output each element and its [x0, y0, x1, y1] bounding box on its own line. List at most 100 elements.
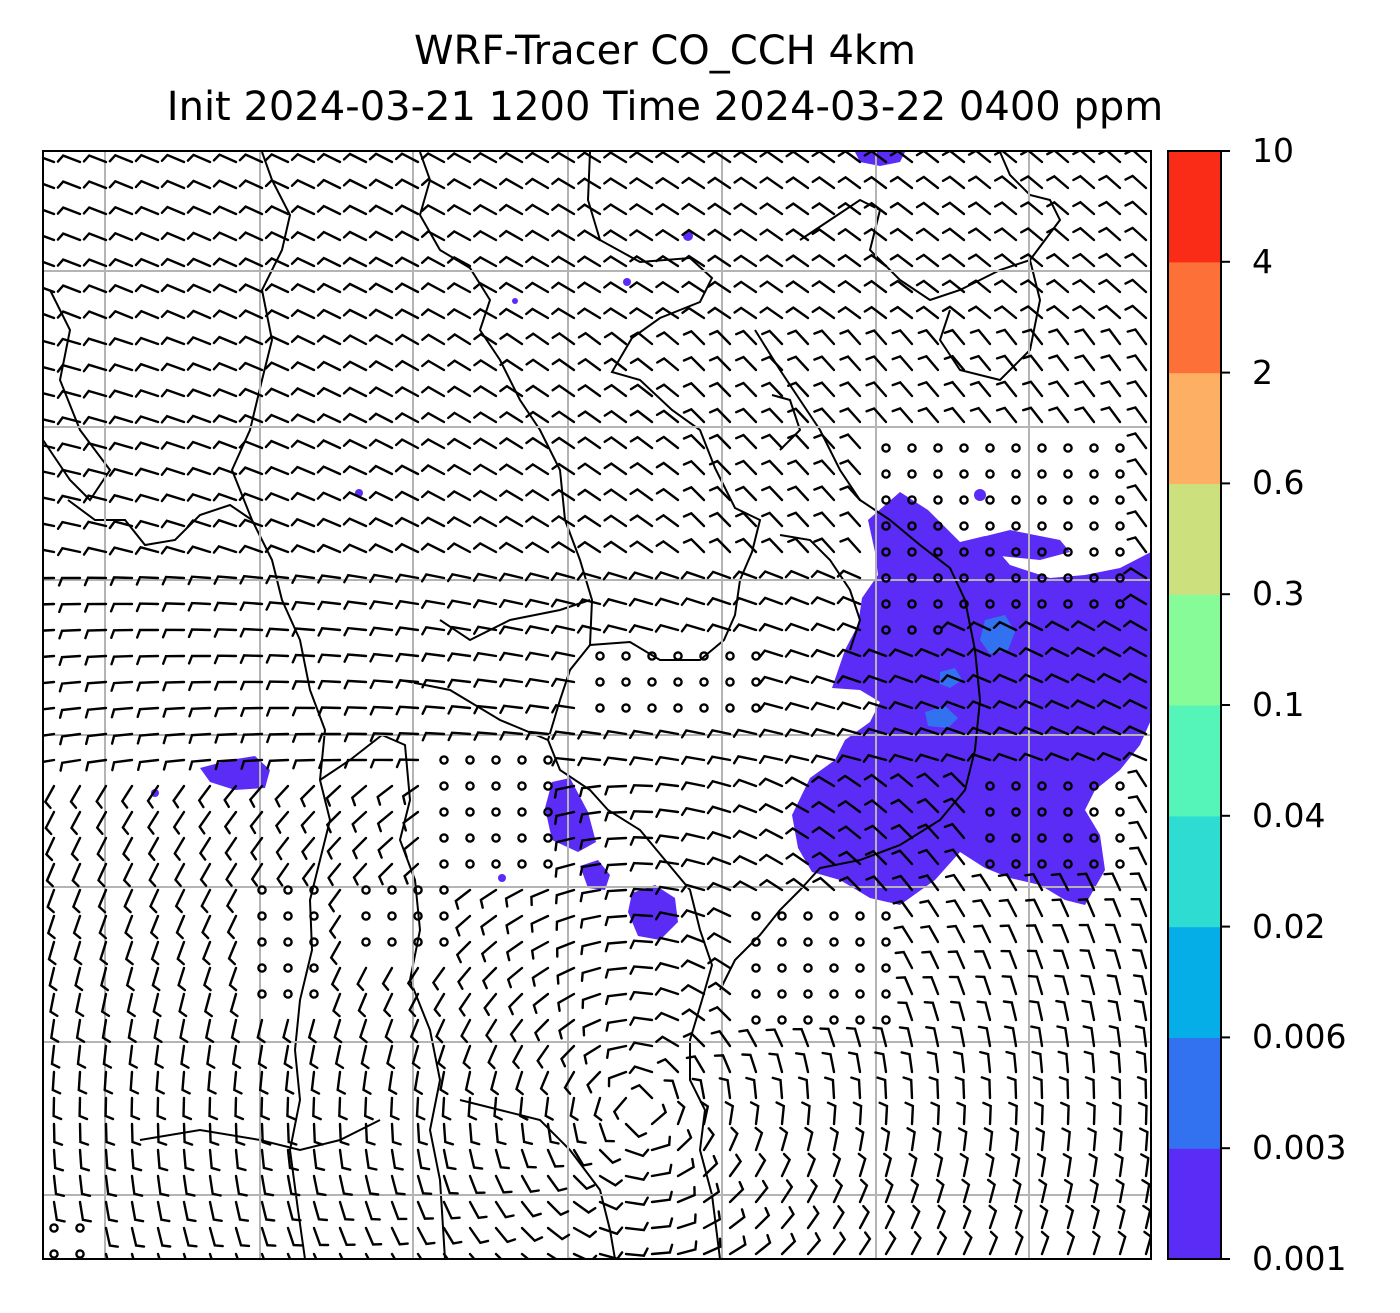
wind-barb	[56, 310, 82, 320]
wind-barb	[286, 1122, 298, 1146]
wind-barb	[82, 494, 108, 504]
wind-barb	[1105, 948, 1122, 970]
wind-barb	[264, 178, 290, 190]
wind-barb	[238, 231, 264, 242]
wind-barb	[839, 381, 862, 398]
wind-barb	[936, 1204, 947, 1230]
calm-wind-marker	[491, 807, 501, 817]
wind-barb	[395, 652, 420, 663]
wind-barb	[1044, 620, 1070, 632]
wind-barb	[836, 727, 862, 737]
calm-wind-marker	[699, 651, 709, 661]
wind-barb	[706, 932, 732, 944]
wind-barb	[342, 464, 368, 476]
wind-barb	[342, 152, 368, 164]
wind-barb	[390, 1148, 404, 1171]
calm-wind-marker	[881, 963, 891, 973]
wind-barb	[1100, 354, 1122, 372]
wind-barb	[162, 758, 186, 771]
wind-barb	[266, 706, 290, 717]
wind-barb	[837, 825, 862, 840]
wind-barb	[655, 808, 680, 818]
wind-barb	[82, 468, 108, 478]
wind-barb	[975, 975, 992, 996]
wind-barb	[878, 1101, 889, 1126]
wind-barb	[629, 409, 654, 424]
wind-barb	[761, 433, 784, 450]
wind-barb	[499, 255, 524, 268]
wind-barb	[780, 1179, 794, 1204]
wind-barb	[421, 731, 446, 742]
wind-barb	[732, 804, 758, 814]
wind-barb	[813, 537, 836, 554]
wind-barb	[706, 906, 732, 918]
wind-barb	[940, 700, 966, 710]
wind-barb	[832, 1152, 842, 1178]
wind-barb	[579, 914, 602, 929]
wind-barb	[680, 570, 706, 580]
calm-wind-marker	[907, 521, 917, 531]
calm-wind-marker	[517, 833, 527, 843]
wind-barb	[603, 151, 628, 164]
wind-barb	[577, 756, 602, 767]
wind-barb	[954, 1076, 966, 1100]
wind-barb	[650, 1243, 674, 1256]
wind-barb	[213, 628, 238, 638]
wind-barb	[312, 1148, 326, 1171]
wind-barb	[967, 279, 992, 294]
wind-barb	[994, 151, 1018, 164]
wind-barb	[1080, 974, 1096, 996]
wind-barb	[198, 810, 212, 835]
wind-barb	[702, 1210, 722, 1230]
wind-barb	[735, 355, 758, 372]
wind-barb	[52, 1148, 65, 1172]
wind-barb	[1122, 725, 1148, 736]
wind-barb	[108, 520, 134, 530]
wind-barb	[101, 1018, 112, 1043]
wind-barb	[108, 546, 134, 556]
wind-barb	[1048, 354, 1070, 372]
wind-barb	[509, 1018, 524, 1043]
wind-barb	[914, 647, 940, 658]
wind-barb	[629, 228, 654, 242]
wind-barb	[77, 1070, 88, 1095]
wind-barb	[1025, 898, 1044, 918]
wind-barb	[603, 281, 628, 294]
wind-barb	[655, 383, 680, 398]
wind-barb	[1077, 898, 1096, 918]
wind-barb	[847, 1051, 862, 1074]
wind-barb	[525, 358, 550, 372]
wind-barb	[1013, 1204, 1023, 1230]
wind-barb	[1096, 698, 1122, 710]
wind-barb	[78, 1096, 89, 1121]
calm-wind-marker	[1011, 573, 1021, 583]
wind-barb	[174, 888, 186, 914]
wind-barb	[551, 331, 576, 346]
calm-wind-marker	[491, 755, 501, 765]
wind-barb	[1115, 1178, 1125, 1204]
wind-barb	[317, 679, 342, 690]
wind-barb	[656, 357, 680, 372]
wind-barb	[732, 570, 758, 580]
wind-barb	[290, 256, 316, 268]
wind-barb	[160, 414, 186, 424]
wind-barb	[134, 467, 160, 477]
wind-barb	[360, 1044, 370, 1070]
calm-wind-marker	[985, 573, 995, 583]
wind-barb	[228, 966, 238, 992]
wind-barb	[1065, 1204, 1075, 1230]
wind-barb	[988, 1204, 998, 1230]
wind-barb	[850, 1076, 862, 1100]
wind-barb	[1117, 1230, 1127, 1256]
wind-barb	[1103, 872, 1122, 892]
wind-barb	[864, 799, 888, 814]
wind-barb	[890, 772, 914, 788]
wind-barb	[420, 282, 446, 294]
calm-wind-marker	[907, 547, 917, 557]
wind-barb	[316, 412, 342, 424]
wind-barb	[441, 1096, 452, 1121]
wind-barb	[108, 257, 134, 268]
calm-wind-marker	[361, 885, 371, 895]
calm-wind-marker	[1011, 521, 1021, 531]
wind-barb	[109, 576, 134, 586]
